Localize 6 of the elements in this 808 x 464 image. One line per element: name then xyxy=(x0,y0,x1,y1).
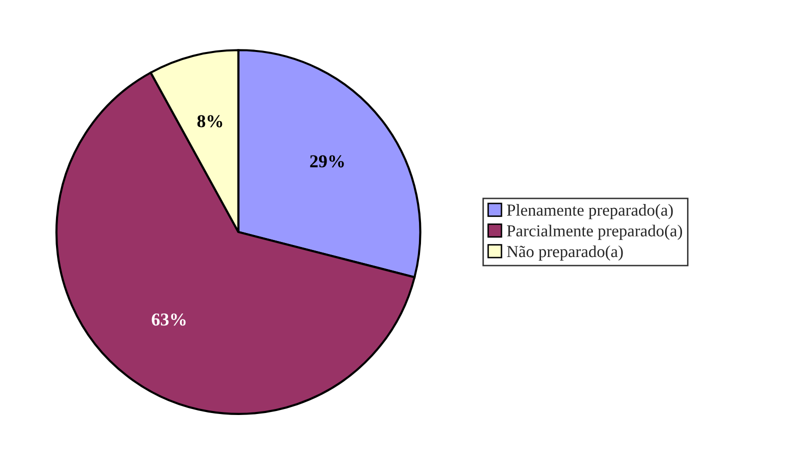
legend-label: Plenamente preparado(a) xyxy=(506,204,673,220)
legend-label: Não preparado(a) xyxy=(506,245,623,261)
legend-label: Parcialmente preparado(a) xyxy=(506,224,682,240)
data-label: 63% xyxy=(152,313,186,326)
data-label: 29% xyxy=(310,155,344,168)
data-label: 8% xyxy=(197,115,222,128)
